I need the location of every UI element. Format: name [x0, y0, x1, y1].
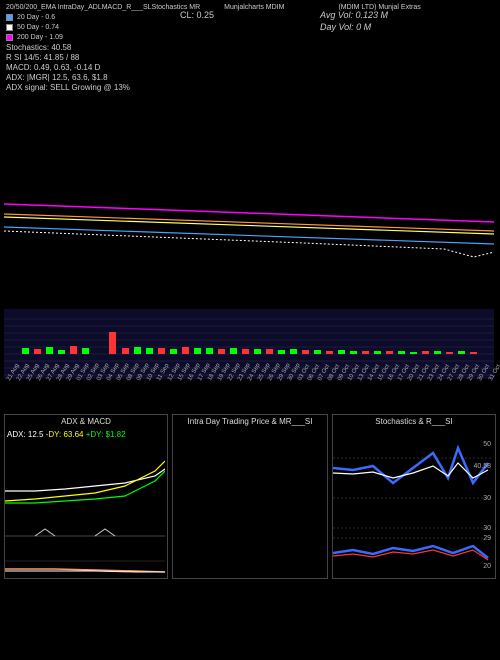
ma-legend: 20 Day - 0.650 Day - 0.74200 Day - 1.09 [6, 12, 494, 42]
chart-header: 20/50/200_EMA IntraDay_ADLMACD_R___SLSto… [0, 0, 500, 84]
cl-label: CL: [180, 10, 194, 20]
panel2-title: Intra Day Trading Price & MR___SI [173, 415, 327, 428]
adx-text: ADX: |MGR| 12.5, 63.6, $1.8 [6, 73, 108, 82]
price-chart[interactable] [4, 84, 494, 259]
panel3-title: Stochastics & R___SI [333, 415, 495, 428]
macd-text: MACD: 0.49, 0.63, -0.14 D [6, 63, 100, 72]
svg-text:30: 30 [483, 495, 491, 502]
svg-text:20: 20 [483, 563, 491, 570]
stochastics-panel[interactable]: Stochastics & R___SI 50 40.58 30 30 29 20 [332, 414, 496, 579]
day-vol: Day Vol: 0 M [320, 22, 371, 32]
header-top-center: Munjalcharts MDIM [224, 4, 284, 11]
svg-text:30: 30 [483, 525, 491, 532]
stoch-text: Stochastics: 40.58 [6, 43, 71, 52]
svg-text:29: 29 [483, 535, 491, 542]
adx-macd-panel[interactable]: ADX & MACD ADX: 12.5 -DY: 63.64 +DY: $1.… [4, 414, 168, 579]
avg-vol: Avg Vol: 0.123 M [320, 10, 388, 20]
rsi-text: R SI 14/5: 41.85 / 88 [6, 53, 79, 62]
svg-text:40.58: 40.58 [473, 463, 491, 470]
date-axis: 21 Aug22 Aug25 Aug26 Aug27 Aug28 Aug29 A… [4, 379, 494, 414]
header-top-left: 20/50/200_EMA IntraDay_ADLMACD_R___SLSto… [6, 4, 200, 11]
panel1-title: ADX & MACD [5, 415, 167, 428]
svg-text:50: 50 [483, 441, 491, 448]
cl-value: 0.25 [197, 10, 215, 20]
intraday-panel[interactable]: Intra Day Trading Price & MR___SI [172, 414, 328, 579]
adx-readout: ADX: 12.5 -DY: 63.64 +DY: $1.82 [5, 428, 167, 441]
indicator-panels: ADX & MACD ADX: 12.5 -DY: 63.64 +DY: $1.… [0, 414, 500, 579]
